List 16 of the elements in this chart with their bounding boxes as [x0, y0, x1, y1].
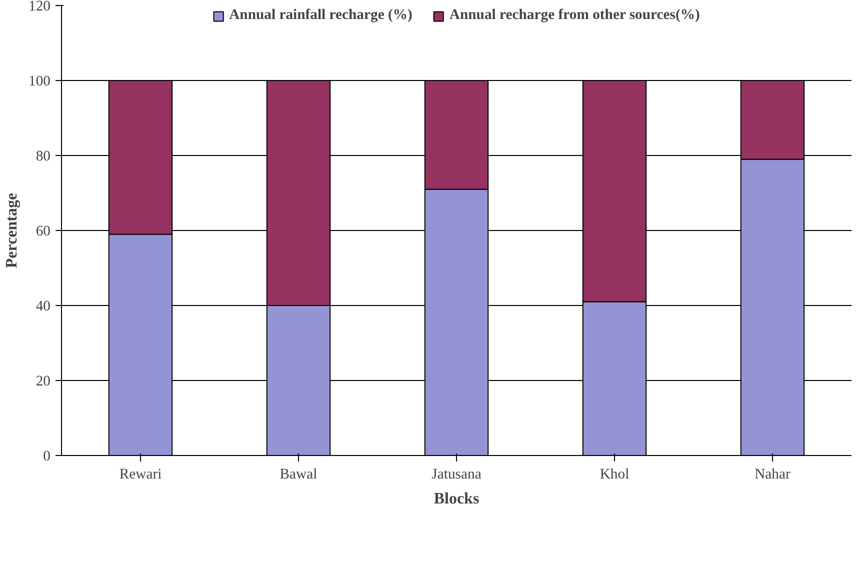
y-axis-title: Percentage	[4, 192, 21, 268]
legend-label: Annual rainfall recharge (%)	[229, 7, 412, 24]
y-tick-label: 80	[36, 148, 50, 164]
x-tick-label: Jatusana	[432, 466, 482, 482]
y-tick-label: 60	[36, 224, 50, 240]
y-tick-label: 40	[36, 298, 50, 314]
y-tick-label: 120	[28, 0, 50, 14]
y-tick-label: 0	[43, 448, 50, 464]
x-tick-label: Nahar	[754, 466, 791, 482]
y-tick-label: 100	[28, 74, 50, 90]
y-tick-label: 20	[36, 374, 50, 390]
x-tick-label: Rewari	[119, 466, 162, 482]
x-axis-title: Blocks	[434, 490, 480, 508]
x-tick-label: Khol	[600, 466, 630, 482]
x-tick-label: Bawal	[280, 466, 318, 482]
legend-label: Annual recharge from other sources(%)	[449, 7, 700, 24]
